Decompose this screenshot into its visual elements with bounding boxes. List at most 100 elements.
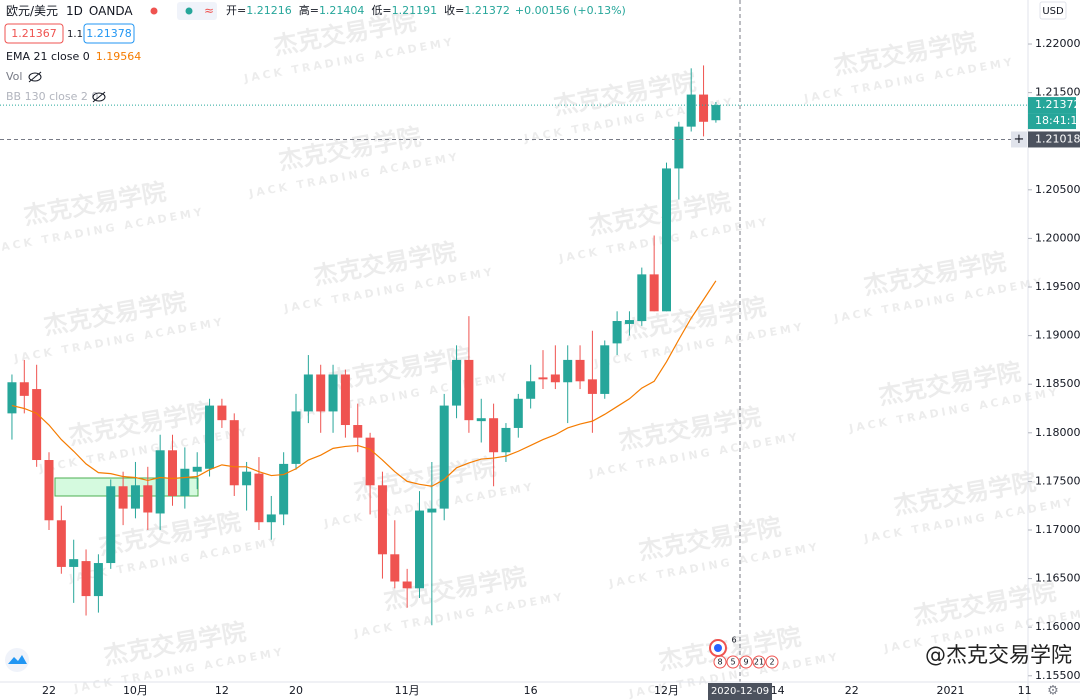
candle-body (130, 485, 140, 509)
candle-body (316, 374, 326, 412)
y-tick-label: 1.17000 (1035, 523, 1080, 536)
event-badge[interactable] (765, 655, 779, 669)
y-tick-label: 1.20000 (1035, 231, 1080, 244)
visibility-dot[interactable] (185, 7, 193, 15)
event-count[interactable]: 21 (754, 658, 764, 667)
spread: 1.1 (67, 29, 83, 40)
x-tick-label: 12 (215, 684, 229, 697)
event-count[interactable]: 6 (731, 636, 736, 645)
ohlc-value: 1.21372 (464, 4, 510, 17)
event-badge[interactable] (739, 655, 753, 669)
event-count[interactable]: 5 (730, 658, 735, 667)
candle-body (390, 554, 400, 582)
change: +0.00156 (+0.13%) (515, 4, 626, 17)
event-count[interactable]: 9 (743, 658, 748, 667)
countdown: 18:41:12 (1035, 114, 1080, 127)
candle-body (452, 359, 462, 406)
candle-body (550, 374, 560, 383)
ohlc-label: 收= (444, 3, 464, 17)
buy-price[interactable]: 1.21378 (86, 27, 132, 40)
currency-button[interactable] (1039, 1, 1067, 20)
candle-body (56, 520, 66, 567)
crosshair-date-tag (708, 683, 772, 700)
x-tick-label: 12月 (654, 684, 679, 697)
ema-value: 1.19564 (96, 50, 142, 63)
tv-logo[interactable] (5, 648, 29, 672)
ema-line (11, 280, 717, 487)
candle-body (711, 105, 721, 121)
ohlc-label: 低= (371, 4, 391, 17)
legend-main: 欧元/美元 1D OANDA (6, 4, 133, 18)
plus-icon[interactable]: + (1014, 132, 1025, 147)
candle-body (624, 320, 634, 324)
candle-body (476, 418, 486, 422)
ohlc-value: 1.21404 (319, 4, 365, 17)
hidden-icon[interactable] (92, 91, 106, 103)
symbol[interactable]: 欧元/美元 (6, 4, 58, 18)
plus-button[interactable] (1011, 131, 1027, 148)
event-badge[interactable] (752, 655, 766, 669)
approx-icon[interactable]: ≈ (204, 4, 214, 18)
sell-button[interactable] (4, 23, 64, 44)
candle-body (587, 379, 597, 394)
plot (0, 0, 1028, 682)
y-tick-label: 1.21500 (1035, 86, 1080, 99)
candle-body (563, 359, 573, 383)
last-price: 1.21372 (1035, 98, 1080, 111)
candle-body (649, 274, 659, 312)
candle-body (501, 427, 511, 453)
candle-body (526, 381, 536, 399)
candle-body (242, 471, 252, 486)
candle-body (143, 485, 153, 513)
bb-legend[interactable]: BB 130 close 2 0 (6, 90, 98, 103)
candle-body (600, 345, 610, 394)
crosshair-price-tag (1028, 131, 1080, 148)
price-tags: 1.21372 18:41:12 + 1.21018 2020-12-09 (708, 97, 1080, 700)
ohlc-legend: 开=1.21216 高=1.21404 低=1.21191 收=1.21372 +0.0… (226, 3, 626, 17)
y-tick-label: 1.19000 (1035, 329, 1080, 342)
candle-body (291, 411, 301, 464)
candle-body (575, 359, 585, 382)
candle-body (353, 425, 363, 438)
hidden-icon[interactable] (28, 71, 42, 83)
ohlc-value: 1.21191 (392, 4, 438, 17)
events: 6 8 5 9 21 2 (709, 636, 779, 669)
settings-icon[interactable]: ⚙ (1047, 684, 1059, 699)
buy-button[interactable] (83, 23, 135, 44)
x-tick-label: 16 (524, 684, 538, 697)
candle-body (328, 374, 338, 412)
candle-body (686, 94, 696, 127)
volume-legend[interactable]: Vol (6, 70, 22, 83)
event-count[interactable]: 2 (769, 658, 774, 667)
y-tick-label: 1.19500 (1035, 280, 1080, 293)
ohlc-value: 1.21216 (246, 4, 292, 17)
sell-price[interactable]: 1.21367 (11, 27, 57, 40)
toggle-buttons[interactable] (177, 2, 217, 20)
ema-name[interactable]: EMA 21 close 0 (6, 50, 90, 63)
event-count[interactable]: 8 (717, 658, 722, 667)
candle-body (377, 485, 387, 555)
candle-body (155, 450, 165, 514)
y-tick-label: 1.16500 (1035, 572, 1080, 585)
y-tick-label: 1.20500 (1035, 183, 1080, 196)
crosshair-date: 2020-12-09 (711, 686, 769, 697)
candle-body (205, 405, 215, 469)
candle-body (340, 374, 350, 426)
event-badge[interactable] (726, 655, 740, 669)
candle-body (81, 561, 91, 597)
candle-body (464, 359, 474, 421)
x-tick-label: 14 (771, 684, 785, 697)
candle-body (279, 463, 289, 515)
candle-body (69, 559, 79, 567)
last-price-tag (1028, 97, 1076, 114)
event-icon[interactable] (714, 644, 722, 652)
